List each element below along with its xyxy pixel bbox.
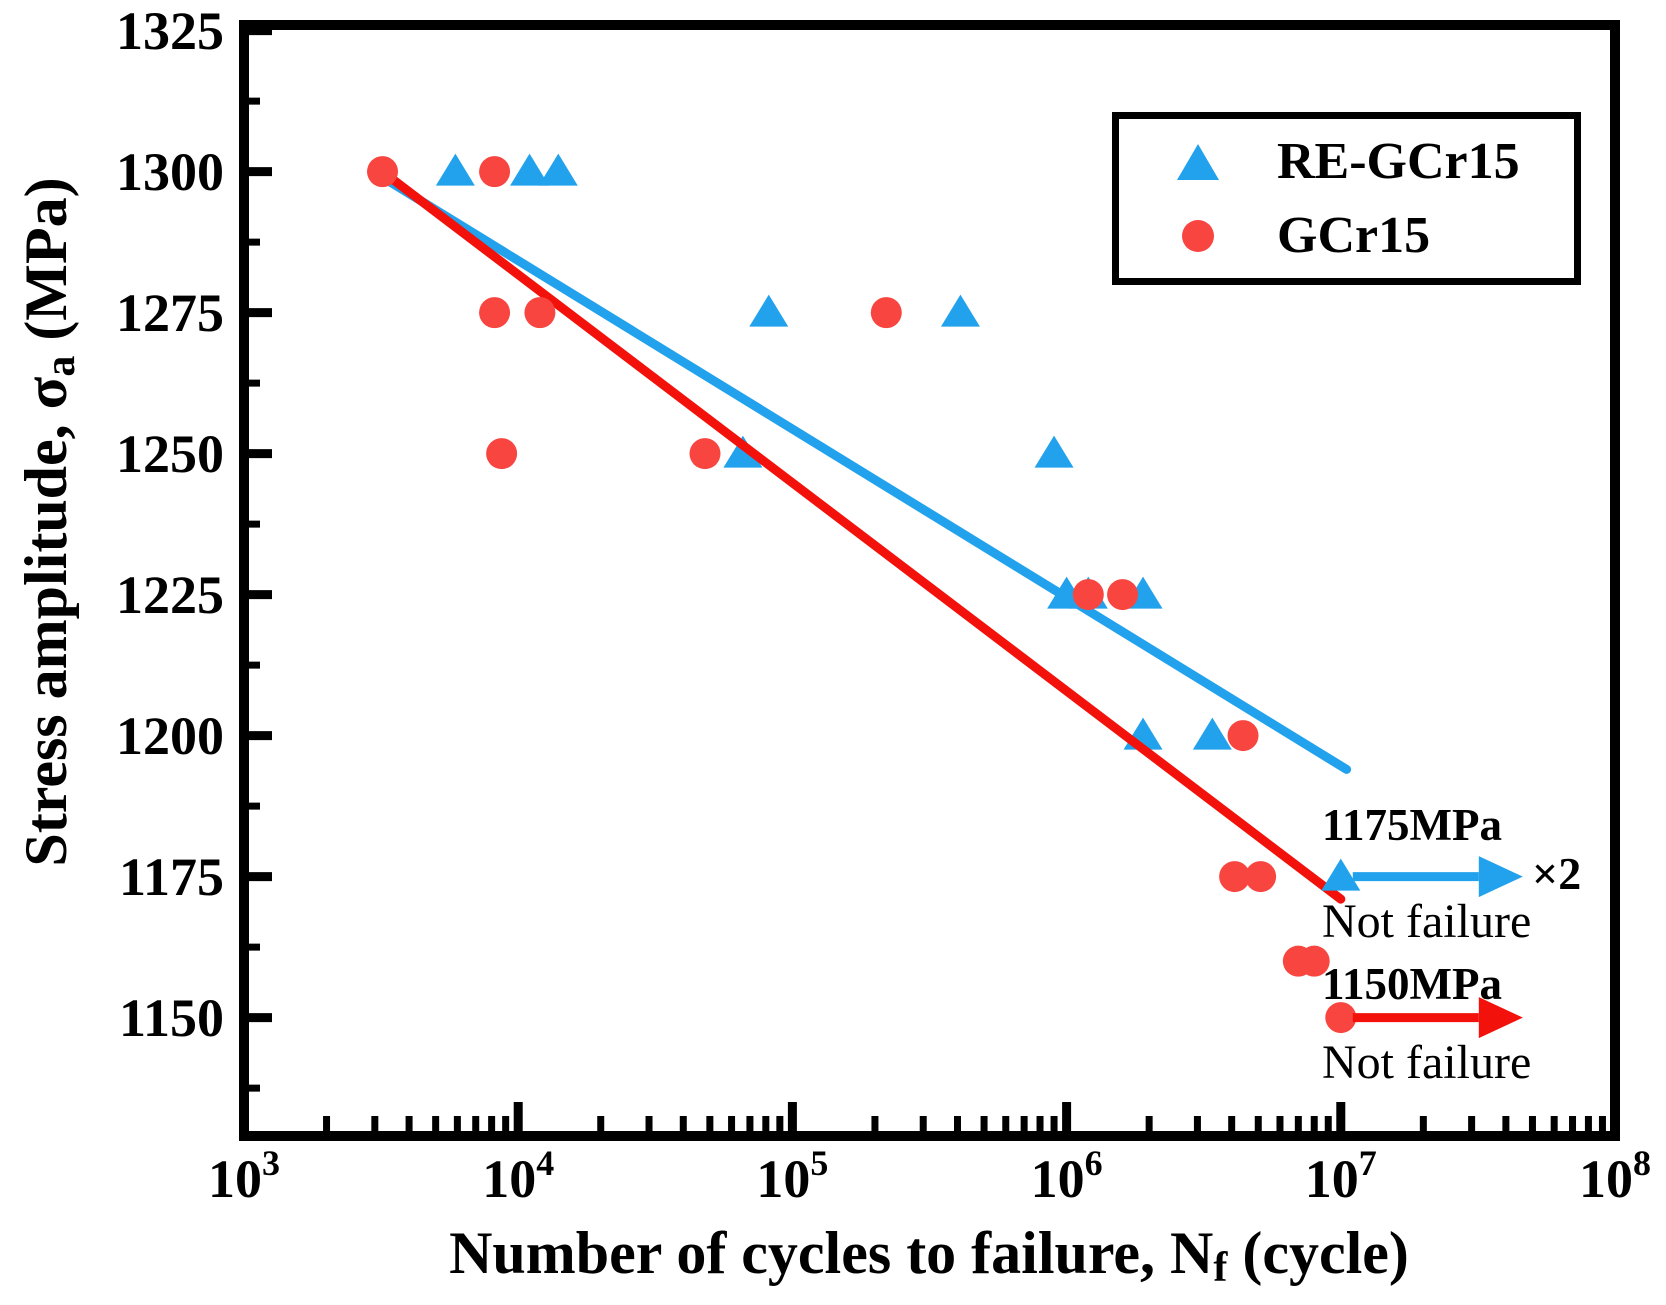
y-tick-label-1250: 1250: [116, 423, 224, 484]
data-point-circle: [479, 156, 511, 188]
runout-arrow-head-icon: [1478, 997, 1523, 1039]
y-tick-label-1325: 1325: [116, 0, 224, 61]
data-point-triangle: [940, 294, 980, 327]
data-point-circle: [479, 297, 511, 329]
data-point-circle: [1107, 579, 1139, 611]
data-point-triangle: [1192, 717, 1232, 750]
x-tick-base: 10: [1304, 1149, 1359, 1209]
x-axis-title: Number of cycles to failure, Nf (cycle): [449, 1220, 1409, 1291]
runout-stress-label-1175: 1175MPa: [1322, 800, 1502, 850]
data-point-circle: [870, 297, 902, 329]
x-tick-base: 10: [756, 1149, 811, 1209]
data-point-triangle: [749, 294, 789, 327]
x-tick-label-1e5: 105: [756, 1145, 828, 1209]
runout-multiplier-x2: ×2: [1532, 848, 1582, 899]
x-tick-exponent: 3: [262, 1143, 280, 1183]
data-point-circle: [1072, 579, 1104, 611]
y-tick-label-1200: 1200: [116, 705, 224, 766]
y-tick-label-1175: 1175: [118, 846, 224, 907]
x-tick-base: 10: [482, 1149, 537, 1209]
data-point-circle: [689, 438, 721, 470]
runout-note-1175: Not failure: [1322, 895, 1532, 948]
runout-stress-label-1150: 1150MPa: [1322, 959, 1502, 1009]
circle-glyph: [1182, 219, 1214, 252]
y-tick-label-1225: 1225: [116, 564, 224, 625]
runout-marker-triangle: [1321, 858, 1361, 891]
x-tick-base: 10: [1030, 1149, 1085, 1209]
x-tick-base: 10: [1579, 1149, 1633, 1209]
fit-line-gcr15: [378, 167, 1346, 904]
data-point-circle: [1298, 945, 1330, 977]
data-point-triangle: [1034, 435, 1074, 468]
y-tick-label-1150: 1150: [118, 987, 224, 1048]
x-tick-label-1e3: 103: [208, 1145, 280, 1209]
x-tick-exponent: 7: [1358, 1143, 1377, 1183]
y-tick-label-1275: 1275: [116, 282, 224, 343]
y-axis-title-text: Stress amplitude, σ: [13, 376, 79, 867]
x-tick-exponent: 5: [810, 1143, 829, 1183]
legend-triangle-svg: [1177, 143, 1219, 180]
data-point-triangle: [435, 153, 475, 186]
data-point-triangle: [723, 435, 763, 468]
legend-circle-svg: [1182, 219, 1214, 252]
x-tick-label-1e4: 104: [482, 1145, 554, 1209]
runout-note-1150: Not failure: [1322, 1036, 1532, 1089]
circle-marker-icon: [1119, 218, 1277, 254]
x-tick-exponent: 6: [1084, 1143, 1103, 1183]
x-tick-label-1e7: 107: [1304, 1145, 1377, 1209]
legend-label-gcr15: GCr15: [1277, 206, 1431, 264]
fit-line-re-gcr15: [378, 172, 1352, 774]
data-point-circle: [1219, 861, 1251, 893]
data-point-circle: [1227, 720, 1259, 752]
triangle-marker-icon: [1119, 142, 1277, 182]
x-axis-title-subscript: f: [1213, 1244, 1228, 1291]
x-tick-exponent: 4: [536, 1143, 555, 1183]
data-point-triangle: [510, 153, 550, 186]
x-tick-label-1e8: 108: [1579, 1145, 1651, 1209]
x-tick-base: 10: [208, 1149, 262, 1209]
legend-item-re-gcr15: RE-GCr15: [1119, 125, 1574, 199]
legend-item-gcr15: GCr15: [1119, 199, 1574, 273]
data-point-circle: [1245, 861, 1277, 893]
runout-marker-circle: [1325, 1002, 1357, 1034]
x-tick-label-1e6: 106: [1030, 1145, 1103, 1209]
x-axis-title-text: Number of cycles to failure, N: [449, 1220, 1214, 1286]
x-tick-exponent: 8: [1633, 1143, 1651, 1183]
y-tick-label-1300: 1300: [116, 141, 224, 202]
data-point-circle: [524, 297, 556, 329]
y-axis-title: Stress amplitude, σa (MPa): [13, 177, 84, 867]
plot-frame: [239, 20, 1620, 1141]
y-axis-title-suffix: (MPa): [13, 177, 79, 356]
data-point-circle: [367, 156, 399, 188]
x-axis-title-suffix: (cycle): [1227, 1220, 1409, 1286]
data-point-triangle: [538, 153, 578, 186]
triangle-glyph: [1177, 143, 1219, 180]
data-point-circle: [486, 438, 518, 470]
runout-arrow-head-icon: [1478, 856, 1523, 898]
y-axis-title-subscript: a: [37, 355, 84, 377]
legend-label-re-gcr15: RE-GCr15: [1277, 132, 1520, 190]
legend: RE-GCr15 GCr15: [1112, 112, 1581, 285]
